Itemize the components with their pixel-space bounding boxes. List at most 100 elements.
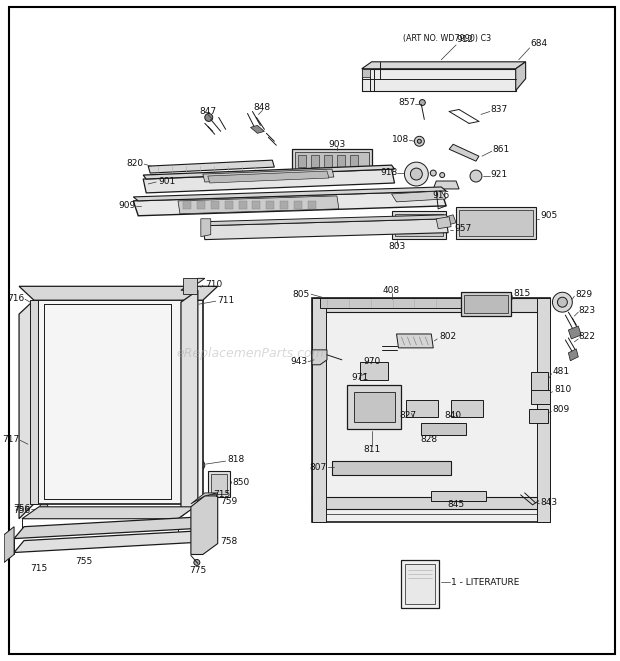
Polygon shape xyxy=(191,493,218,504)
Text: 850: 850 xyxy=(232,479,250,487)
Circle shape xyxy=(487,222,489,225)
Bar xyxy=(402,561,439,608)
Bar xyxy=(280,201,288,209)
Text: 684: 684 xyxy=(531,40,547,48)
Circle shape xyxy=(410,168,422,180)
Polygon shape xyxy=(446,215,456,225)
Text: 912: 912 xyxy=(456,36,473,44)
Circle shape xyxy=(430,170,436,176)
Text: 916: 916 xyxy=(433,192,450,200)
Circle shape xyxy=(440,173,445,178)
Polygon shape xyxy=(361,62,526,69)
Text: 108: 108 xyxy=(392,135,409,144)
Bar xyxy=(337,155,345,167)
Circle shape xyxy=(368,403,376,410)
Bar xyxy=(394,214,443,235)
Text: eReplacemenParts.com: eReplacemenParts.com xyxy=(177,347,324,360)
Polygon shape xyxy=(203,219,448,239)
Bar xyxy=(459,210,533,235)
Bar xyxy=(332,461,451,475)
Text: 903: 903 xyxy=(328,139,345,149)
Bar xyxy=(208,471,229,497)
Circle shape xyxy=(419,100,425,106)
Bar xyxy=(324,155,332,167)
Text: 847: 847 xyxy=(199,107,216,116)
Bar xyxy=(183,201,191,209)
Bar xyxy=(308,201,316,209)
Text: 715: 715 xyxy=(213,490,230,500)
Bar xyxy=(312,298,551,312)
Circle shape xyxy=(470,170,482,182)
Circle shape xyxy=(498,222,502,225)
Circle shape xyxy=(398,217,401,220)
Text: 823: 823 xyxy=(578,305,595,315)
Circle shape xyxy=(463,222,466,225)
Text: 828: 828 xyxy=(421,435,438,444)
Polygon shape xyxy=(361,69,370,77)
Circle shape xyxy=(368,344,376,352)
Polygon shape xyxy=(516,62,526,91)
Polygon shape xyxy=(436,217,451,229)
Text: 909: 909 xyxy=(118,202,135,210)
Text: 970: 970 xyxy=(363,358,380,366)
Bar xyxy=(320,298,474,308)
Text: 820: 820 xyxy=(126,159,143,168)
Polygon shape xyxy=(19,286,218,300)
Text: 943: 943 xyxy=(290,358,307,366)
Polygon shape xyxy=(203,215,448,225)
Bar xyxy=(312,298,551,522)
Polygon shape xyxy=(14,517,203,539)
Text: 809: 809 xyxy=(552,405,570,414)
Polygon shape xyxy=(19,300,34,519)
Bar xyxy=(211,201,219,209)
Bar xyxy=(295,152,369,178)
Polygon shape xyxy=(397,334,433,348)
Circle shape xyxy=(510,212,513,215)
Bar xyxy=(211,474,227,494)
Circle shape xyxy=(414,217,417,220)
Circle shape xyxy=(474,212,477,215)
Text: 837: 837 xyxy=(491,105,508,114)
Bar xyxy=(531,371,549,391)
Text: 803: 803 xyxy=(388,242,405,251)
Bar xyxy=(432,491,486,501)
Bar xyxy=(361,69,516,91)
Circle shape xyxy=(463,212,466,215)
Bar xyxy=(529,409,549,424)
Circle shape xyxy=(552,292,572,312)
Text: 756: 756 xyxy=(13,504,30,514)
Text: 715: 715 xyxy=(30,564,48,573)
Circle shape xyxy=(557,297,567,307)
Polygon shape xyxy=(143,165,394,179)
Circle shape xyxy=(474,222,477,225)
Bar xyxy=(30,300,38,504)
Text: 717: 717 xyxy=(2,435,19,444)
Circle shape xyxy=(195,460,205,470)
Text: 710: 710 xyxy=(205,280,222,289)
Bar xyxy=(531,389,551,403)
Polygon shape xyxy=(569,349,578,361)
Polygon shape xyxy=(22,507,195,519)
Polygon shape xyxy=(133,191,446,215)
Text: 716: 716 xyxy=(7,293,24,303)
Circle shape xyxy=(414,136,424,146)
Text: 845: 845 xyxy=(448,500,464,510)
Bar xyxy=(312,298,326,522)
Text: 829: 829 xyxy=(575,290,593,299)
Polygon shape xyxy=(312,350,327,365)
Circle shape xyxy=(510,222,513,225)
Bar xyxy=(294,201,302,209)
Polygon shape xyxy=(208,171,329,183)
Circle shape xyxy=(205,114,213,122)
Polygon shape xyxy=(569,326,582,339)
Circle shape xyxy=(498,212,502,215)
Bar xyxy=(392,211,446,239)
Bar xyxy=(456,207,536,239)
Bar xyxy=(360,362,388,379)
Polygon shape xyxy=(4,527,14,563)
Circle shape xyxy=(40,503,48,511)
Polygon shape xyxy=(14,531,203,553)
Text: 775: 775 xyxy=(189,566,206,575)
Text: 810: 810 xyxy=(554,385,572,394)
Polygon shape xyxy=(449,144,479,161)
